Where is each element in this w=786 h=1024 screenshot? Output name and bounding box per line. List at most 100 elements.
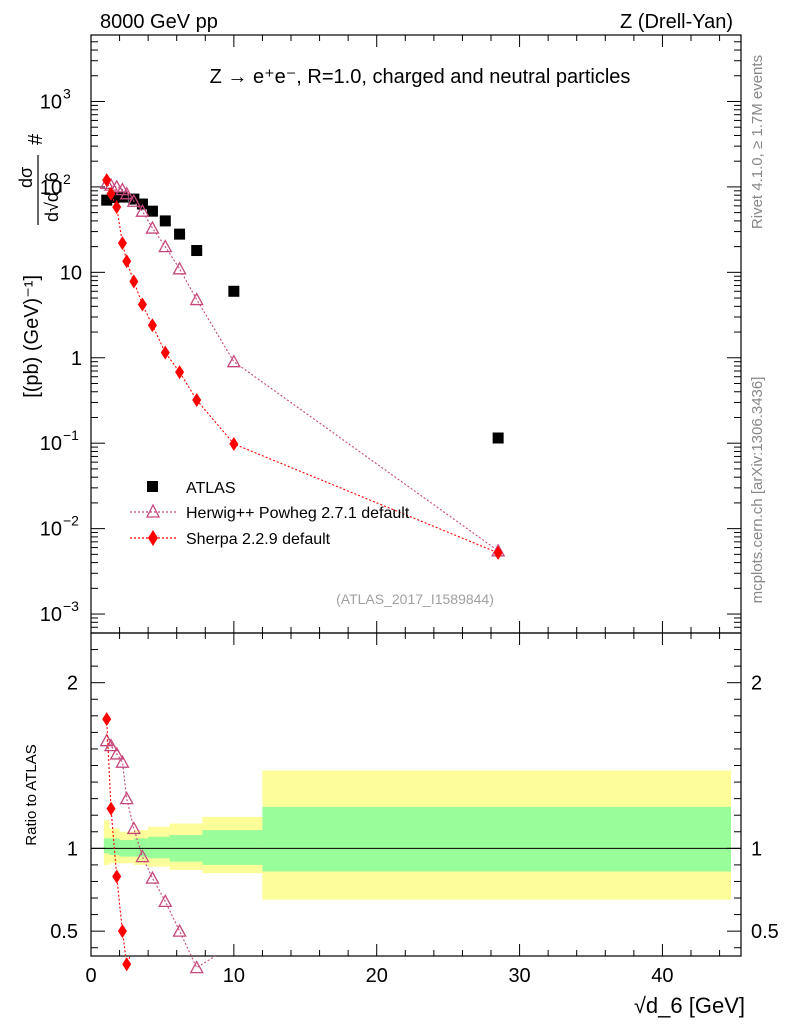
rivet-version-text: Rivet 4.1.0, ≥ 1.7M events [749, 55, 766, 229]
x-tick-label: 0 [85, 965, 96, 987]
atlas-data-point [174, 228, 186, 240]
y-axis-label: # dσ d√d_6 [(pb) (GeV)⁻¹] [16, 133, 63, 398]
herwig-ratio-line [106, 740, 216, 969]
ratio-y-tick-label-left: 0.5 [50, 921, 78, 943]
herwig-data-point [226, 354, 241, 368]
y-tick-label: 10 [60, 262, 82, 284]
atlas-data-point [108, 192, 120, 204]
ratio-y-label: Ratio to ATLAS [23, 744, 40, 845]
herwig-ratio-point [99, 733, 114, 747]
y-tick-label: 1 [71, 348, 82, 370]
sherpa-data-point [175, 365, 185, 380]
x-tick-label: 40 [651, 965, 673, 987]
herwig-data-point [158, 239, 173, 253]
sherpa-data-point [129, 274, 139, 289]
sherpa-ratio-point [106, 801, 116, 816]
herwig-data-point [145, 220, 160, 234]
header-left: 8000 GeV pp [100, 11, 218, 33]
sherpa-ratio-point [112, 869, 122, 884]
y-label-hash: # [25, 133, 47, 145]
sherpa-data-point [122, 254, 132, 269]
y-tick-exponent: −1 [63, 427, 79, 443]
sherpa-data-point [493, 545, 503, 560]
ratio-y-tick-label-right: 2 [751, 673, 762, 695]
herwig-ratio-point [172, 923, 187, 937]
band-inner-3 [133, 838, 149, 857]
atlas-data-point [228, 285, 240, 297]
legend-marker-atlas [147, 481, 158, 492]
herwig-data-point [119, 186, 134, 200]
legend-label-sherpa: Sherpa 2.2.9 default [186, 531, 331, 548]
herwig-ratio-point [103, 738, 119, 752]
sherpa-main-line [106, 179, 499, 554]
legend-marker-herwig [145, 503, 161, 518]
sherpa-data-point [160, 345, 170, 360]
herwig-data-point [109, 179, 124, 193]
x-tick-label: 10 [223, 965, 245, 987]
y-tick-exponent: 2 [63, 171, 71, 187]
herwig-ratio-point [189, 960, 204, 974]
x-tick-label: 30 [508, 965, 530, 987]
herwig-data-point [189, 292, 204, 306]
band-inner-0 [103, 838, 110, 854]
atlas-data-point [492, 432, 504, 444]
band-inner-7 [262, 806, 731, 872]
herwig-data-point [126, 193, 141, 207]
legend-label-atlas: ATLAS [186, 480, 236, 497]
herwig-ratio-point [145, 870, 160, 884]
sherpa-ratio-point [122, 957, 132, 972]
ratio-uncertainty-bands [91, 770, 741, 900]
y-tick-exponent: −2 [63, 513, 79, 529]
sherpa-data-point [106, 186, 116, 201]
y-label-units: [(pb) (GeV)⁻¹] [21, 275, 43, 398]
sherpa-ratio-point [117, 924, 127, 939]
atlas-data-point [116, 191, 128, 203]
plot-title: Z → e⁺e⁻, R=1.0, charged and neutral par… [210, 66, 631, 88]
sherpa-ratio-line [106, 719, 131, 967]
y-tick-exponent: −3 [63, 598, 79, 614]
ratio-y-tick-label-right: 0.5 [751, 921, 779, 943]
herwig-data-point [135, 203, 150, 217]
atlas-data-point [159, 215, 171, 227]
atlas-data-point [128, 193, 140, 205]
mcplots-reference-text: mcplots.cern.ch [arXiv:1306.3436] [749, 377, 766, 604]
header-right: Z (Drell-Yan) [620, 11, 733, 33]
sherpa-data-point [192, 393, 202, 408]
herwig-ratio-point [115, 754, 130, 768]
band-inner-1 [109, 838, 120, 855]
legend-marker-sherpa [148, 530, 158, 546]
herwig-data-point [99, 176, 114, 190]
herwig-main-line [106, 182, 499, 552]
y-tick-label: 10 [40, 604, 62, 626]
y-tick-label: 10 [40, 177, 62, 199]
data-series [99, 173, 506, 974]
atlas-data-point [191, 245, 203, 257]
herwig-data-point [172, 261, 187, 275]
ratio-plot-frame [90, 632, 742, 957]
herwig-ratio-point [109, 746, 124, 760]
ratio-y-tick-label-right: 1 [751, 838, 762, 860]
sherpa-data-point [112, 200, 122, 215]
herwig-ratio-point [158, 893, 173, 907]
band-inner-4 [148, 836, 170, 859]
herwig-ratio-point [119, 791, 134, 805]
legend-label-herwig: Herwig++ Powheg 2.7.1 default [186, 505, 410, 522]
herwig-ratio-point [126, 821, 141, 835]
herwig-ratio-point [135, 849, 150, 863]
y-label-denominator: d√d_6 [42, 172, 63, 222]
y-tick-label: 10 [40, 519, 62, 541]
atlas-data-point [101, 194, 113, 206]
x-tick-label: 20 [366, 965, 388, 987]
sherpa-data-point [117, 236, 127, 251]
sherpa-data-point [102, 173, 112, 188]
ratio-y-tick-label-left: 1 [67, 838, 78, 860]
sherpa-ratio-point [102, 712, 112, 727]
sherpa-data-point [137, 297, 147, 312]
band-inner-6 [202, 830, 263, 865]
sherpa-data-point [229, 436, 239, 451]
ratio-y-tick-label-left: 2 [67, 673, 78, 695]
y-tick-label: 10 [40, 433, 62, 455]
y-tick-label: 10 [40, 91, 62, 113]
